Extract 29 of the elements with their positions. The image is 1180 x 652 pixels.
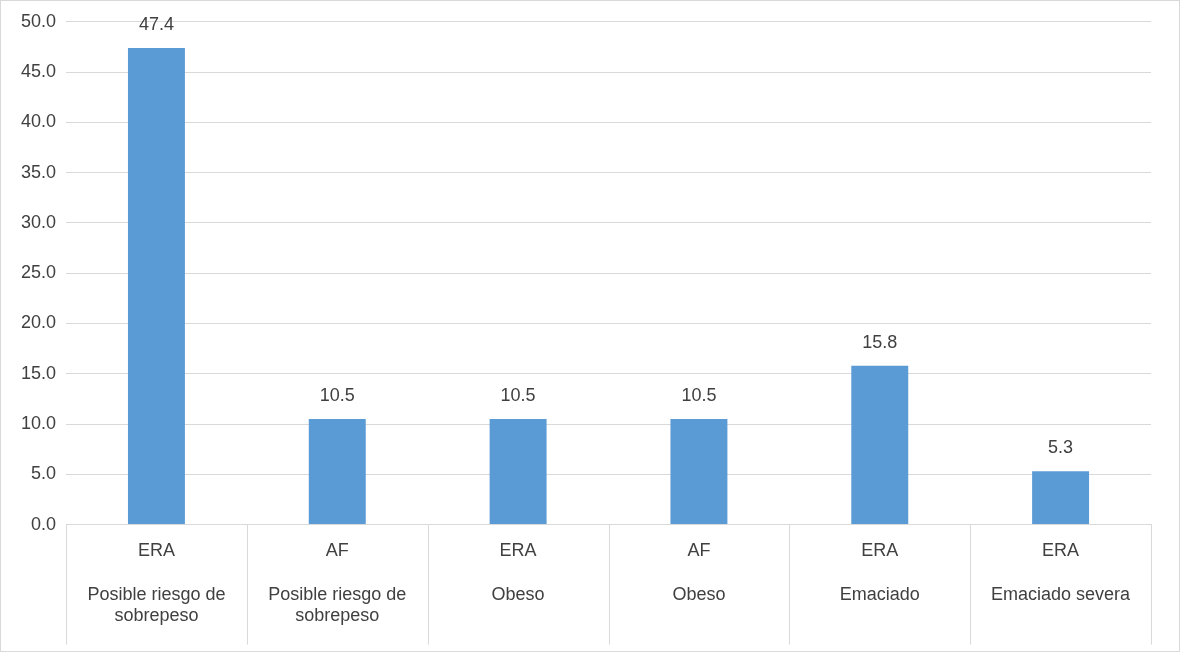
y-tick-label: 30.0 — [20, 211, 57, 232]
y-tick-label: 10.0 — [20, 413, 57, 434]
y-tick-label: 50.0 — [20, 10, 57, 31]
bar — [1032, 471, 1090, 525]
y-tick-label: 35.0 — [20, 161, 57, 182]
y-tick-label: 0.0 — [31, 513, 57, 534]
category-label: AF Obeso — [672, 540, 726, 604]
category-label: ERA Posible riesgo de sobrepeso — [87, 540, 226, 626]
bar — [851, 365, 909, 525]
y-tick-label: 20.0 — [20, 312, 57, 333]
bar — [670, 419, 728, 525]
category-label: ERA Emaciado — [839, 540, 920, 604]
data-label: 10.5 — [319, 384, 355, 405]
y-tick-label: 5.0 — [31, 463, 57, 484]
y-tick-label: 15.0 — [20, 362, 57, 383]
bar — [308, 419, 366, 525]
data-label: 5.3 — [1048, 437, 1074, 458]
bar — [489, 419, 547, 525]
y-tick-label: 25.0 — [20, 262, 57, 283]
category-label: ERA Emaciado severa — [991, 540, 1131, 604]
data-label: 10.5 — [500, 384, 536, 405]
bar — [127, 47, 185, 525]
y-tick-label: 40.0 — [20, 111, 57, 132]
category-label: AF Posible riesgo de sobrepeso — [268, 540, 407, 626]
data-label: 47.4 — [138, 13, 174, 34]
data-label: 10.5 — [681, 384, 717, 405]
data-label: 15.8 — [862, 331, 898, 352]
y-tick-label: 45.0 — [20, 61, 57, 82]
category-label: ERA Obeso — [491, 540, 545, 604]
